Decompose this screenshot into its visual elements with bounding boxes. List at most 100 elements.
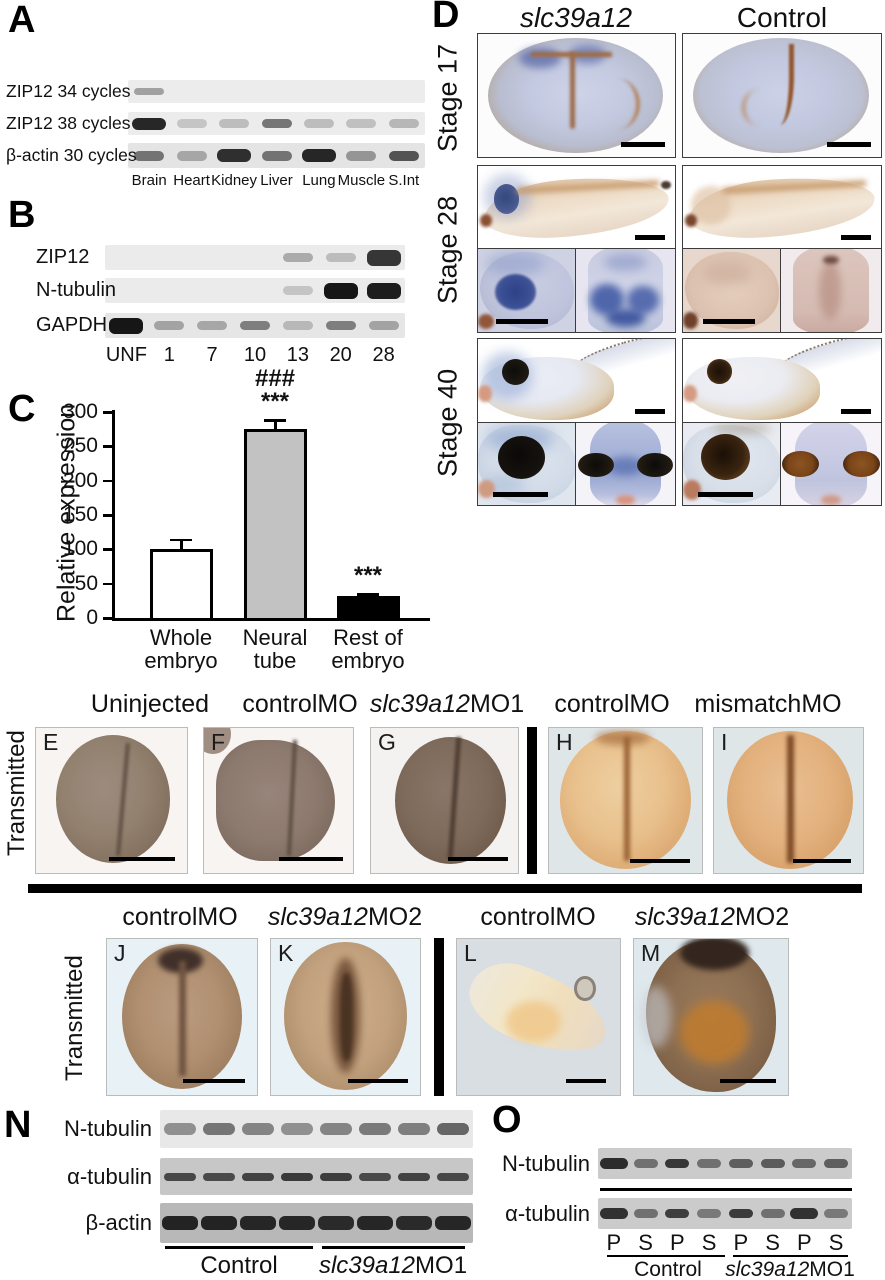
panel-o-band (824, 1159, 849, 1168)
scale-bar (635, 409, 665, 414)
c-y-tick (103, 548, 112, 551)
photo-stage28-slc39a12 (477, 165, 676, 249)
panel-a-lane-label: Lung (302, 172, 336, 189)
panel-a-letter: A (8, 0, 36, 41)
d-row-header-stage40: Stage 40 (432, 368, 463, 477)
panel-o-band (697, 1209, 722, 1218)
photo-j-controlmo: J (106, 938, 258, 1096)
scale-bar (109, 857, 175, 861)
ei-header-mismatchmo: mismatchMO (694, 690, 842, 718)
embryo-eye (577, 452, 614, 478)
scale-bar (827, 142, 871, 147)
scale-bar (495, 319, 548, 324)
panel-n-row-label: N-tubulin (63, 1116, 152, 1141)
panel-b-lane-label: 13 (286, 344, 310, 366)
panel-a-lane-label: Brain (131, 172, 167, 189)
embryo-body (55, 735, 171, 863)
scale-bar (720, 1079, 776, 1083)
panel-o-lane-label: P (670, 1230, 685, 1255)
panel-b-band (282, 286, 313, 295)
embryo-art (823, 255, 839, 264)
n-group-label-slc39a12mo1: slc39a12MO1 (318, 1252, 468, 1279)
c-x-axis (112, 618, 430, 621)
c-y-tick-label: 300 (62, 400, 98, 423)
panel-b-row-label: GAPDH (36, 314, 108, 336)
panel-n-row-label: β-actin (85, 1210, 152, 1235)
panel-a-lane-label: Kidney (211, 172, 258, 189)
panel-o-band (760, 1209, 785, 1218)
o-group-line-control (607, 1255, 725, 1257)
photo-stage17-control (682, 33, 882, 158)
n-group-line-slc39a12mo1 (322, 1246, 465, 1249)
panel-g-letter: G (378, 729, 396, 755)
panel-n-band (318, 1216, 355, 1230)
photo-stage28-control-dorsal-inset (780, 248, 882, 333)
jm-header-controlmo-2: controlMO (480, 903, 596, 931)
panel-o-lane-label: S (638, 1230, 653, 1255)
embryo-art (683, 312, 698, 329)
embryo-art (680, 1001, 750, 1064)
panel-n-band (396, 1216, 433, 1230)
panel-n-band (241, 1172, 274, 1181)
panel-n-band (278, 1216, 315, 1230)
n-group-line-control (165, 1246, 313, 1249)
panel-b-band (366, 249, 401, 266)
embryo-eye (574, 976, 596, 1002)
panel-o-lane-label: S (765, 1230, 780, 1255)
panel-n-band (239, 1216, 276, 1230)
ei-header-slc39a12mo1: slc39a12MO1 (369, 690, 525, 718)
panel-n-letter: N (4, 1104, 32, 1146)
ei-header-controlmo-2: controlMO (554, 690, 670, 718)
panel-o-band (599, 1158, 628, 1169)
o-blot-separator-line (600, 1188, 852, 1191)
c-significance-annotation: ### *** (254, 365, 296, 415)
panel-o-band (665, 1159, 690, 1168)
panel-o-lane-label: S (828, 1230, 844, 1255)
panel-b-band (366, 282, 401, 299)
scale-bar (702, 319, 755, 324)
photo-stage40-control-frontal-inset (780, 422, 882, 506)
photo-i-mismatchmo: I (713, 727, 864, 874)
photo-stage40-control (682, 338, 882, 423)
photo-h-controlmo: H (548, 727, 703, 874)
panel-m-letter: M (641, 940, 661, 966)
panel-b-lane-label: 20 (329, 344, 352, 366)
panel-b-lane-label: 10 (243, 344, 267, 366)
embryo-eye (497, 436, 545, 479)
d-row-header-stage17: Stage 17 (432, 43, 463, 152)
scale-bar (183, 1079, 245, 1083)
panel-o-row-label: N-tubulin (501, 1151, 590, 1176)
panel-b-band (368, 321, 399, 330)
embryo-art (787, 735, 794, 863)
scale-bar (630, 859, 690, 863)
panel-o-band (760, 1159, 785, 1168)
panel-a-band (134, 150, 165, 161)
c-y-tick-label: 50 (74, 571, 98, 595)
panel-o-band (665, 1209, 690, 1218)
embryo-art (478, 313, 494, 329)
scale-bar (635, 235, 665, 240)
panel-a-band (176, 150, 207, 161)
photo-f-controlmo: F (203, 727, 354, 874)
embryo-art (683, 385, 697, 403)
d-column-header-control: Control (736, 2, 828, 33)
panel-n-band (359, 1172, 392, 1181)
embryo-eye (501, 358, 530, 386)
c-category-label: Rest of embryo (331, 625, 405, 674)
panel-o-band (633, 1159, 658, 1168)
panel-a-band (134, 88, 165, 95)
ei-header-controlmo: controlMO (242, 690, 358, 718)
embryo-art (683, 480, 701, 501)
d-column-header-slc39a12: slc39a12 (519, 2, 633, 33)
embryo-art (770, 43, 794, 125)
c-category-label: Whole embryo (144, 625, 218, 674)
c-y-tick (103, 514, 112, 517)
panel-o-band (728, 1159, 753, 1168)
panel-n-band (357, 1216, 394, 1230)
embryo-art (680, 939, 750, 971)
panel-a-band (261, 150, 292, 161)
panel-h-letter: H (556, 729, 573, 755)
c-y-axis (112, 410, 115, 620)
embryo-eye (637, 452, 673, 478)
panel-a-band (261, 119, 292, 128)
